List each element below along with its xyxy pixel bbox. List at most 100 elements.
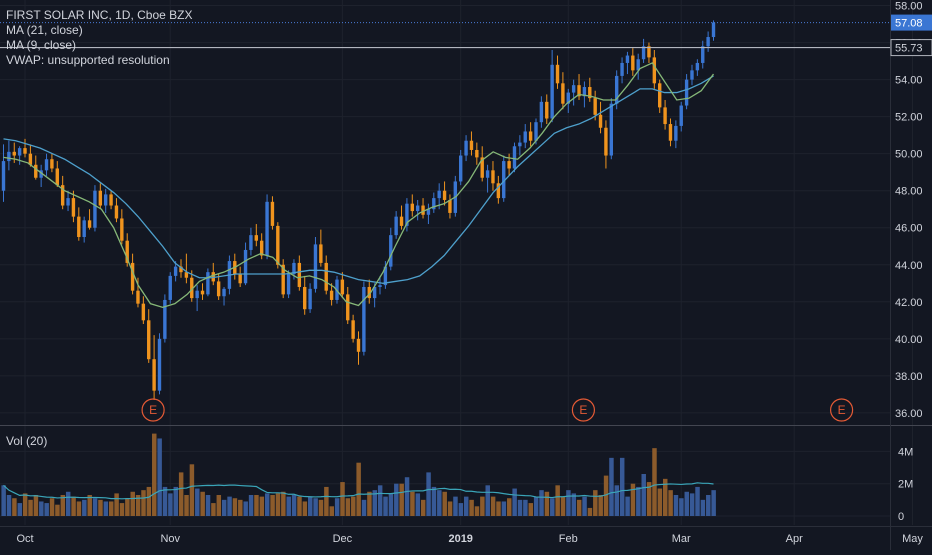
volume-bar[interactable] xyxy=(711,490,716,516)
candle[interactable] xyxy=(598,101,603,134)
candle[interactable] xyxy=(286,270,291,299)
candle[interactable] xyxy=(550,49,554,123)
volume-bar[interactable] xyxy=(469,499,474,516)
volume-bar[interactable] xyxy=(33,495,39,516)
volume-bar[interactable] xyxy=(517,499,523,516)
candle[interactable] xyxy=(340,272,345,299)
candle[interactable] xyxy=(136,277,140,308)
candle[interactable] xyxy=(679,101,683,132)
ma21-line[interactable] xyxy=(3,75,714,284)
volume-bar[interactable] xyxy=(76,501,82,516)
volume-bar[interactable] xyxy=(286,496,291,516)
candle[interactable] xyxy=(432,192,436,213)
candle[interactable] xyxy=(442,181,447,206)
volume-bar[interactable] xyxy=(539,490,544,516)
candle[interactable] xyxy=(195,285,199,312)
candle[interactable] xyxy=(475,142,479,165)
volume-bar[interactable] xyxy=(679,498,684,516)
volume-bar[interactable] xyxy=(334,498,340,516)
candle[interactable] xyxy=(313,236,318,293)
volume-bar[interactable] xyxy=(87,495,92,516)
volume-bar[interactable] xyxy=(184,495,189,516)
candle[interactable] xyxy=(103,188,108,213)
candle[interactable] xyxy=(405,198,409,232)
candle[interactable] xyxy=(604,120,608,169)
volume-bar[interactable] xyxy=(555,485,560,516)
candle[interactable] xyxy=(561,72,565,110)
volume-bar[interactable] xyxy=(474,506,480,516)
candle[interactable] xyxy=(147,309,151,363)
candle[interactable] xyxy=(303,275,307,315)
candle[interactable] xyxy=(582,81,587,108)
price-pane[interactable] xyxy=(1,20,716,400)
volume-bar[interactable] xyxy=(442,491,447,516)
candle[interactable] xyxy=(211,262,215,286)
volume-bar[interactable] xyxy=(39,501,44,516)
volume-bar[interactable] xyxy=(447,501,453,516)
volume-bar[interactable] xyxy=(254,495,259,516)
candle[interactable] xyxy=(39,164,43,188)
candle[interactable] xyxy=(93,185,97,232)
volume-bar[interactable] xyxy=(82,499,87,516)
volume-bar[interactable] xyxy=(394,483,399,516)
volume-bar[interactable] xyxy=(135,495,141,516)
volume-bar[interactable] xyxy=(211,503,216,516)
volume-bar[interactable] xyxy=(576,499,582,516)
marker-price-box[interactable] xyxy=(890,39,932,57)
volume-bar[interactable] xyxy=(652,448,657,516)
volume-bar[interactable] xyxy=(630,483,636,516)
volume-bar[interactable] xyxy=(324,486,329,516)
volume-bar[interactable] xyxy=(71,496,76,516)
volume-bar[interactable] xyxy=(152,433,157,516)
volume-bar[interactable] xyxy=(609,457,614,516)
candle[interactable] xyxy=(168,272,172,304)
candle[interactable] xyxy=(545,94,549,125)
candle[interactable] xyxy=(641,38,646,63)
candle[interactable] xyxy=(77,207,81,241)
volume-bar[interactable] xyxy=(507,498,512,516)
candle[interactable] xyxy=(243,242,248,286)
volume-bar[interactable] xyxy=(673,495,679,516)
candle[interactable] xyxy=(480,146,484,182)
candle[interactable] xyxy=(464,135,468,162)
study-vwap[interactable]: VWAP: unsupported resolution xyxy=(6,53,170,67)
volume-bar[interactable] xyxy=(22,493,28,516)
volume-bar[interactable] xyxy=(98,499,103,516)
volume-bar[interactable] xyxy=(571,493,577,516)
volume-bar[interactable] xyxy=(356,462,361,516)
candle[interactable] xyxy=(238,266,242,287)
volume-bar[interactable] xyxy=(410,491,415,516)
earnings-marker-icon[interactable] xyxy=(829,398,854,422)
candle[interactable] xyxy=(216,274,221,300)
volume-bar[interactable] xyxy=(550,498,555,516)
candle[interactable] xyxy=(367,279,371,304)
volume-bar[interactable] xyxy=(706,495,711,516)
candle[interactable] xyxy=(491,161,495,191)
candle[interactable] xyxy=(324,255,328,295)
volume-bar[interactable] xyxy=(582,496,587,516)
volume-ma-line[interactable] xyxy=(3,482,714,500)
candle[interactable] xyxy=(222,286,226,306)
chart-title[interactable]: FIRST SOLAR INC, 1D, Cboe BZX xyxy=(6,8,193,22)
volume-bar[interactable] xyxy=(313,498,318,516)
volume-bar[interactable] xyxy=(130,491,135,516)
candle[interactable] xyxy=(469,131,474,156)
volume-bar[interactable] xyxy=(528,503,534,516)
candle[interactable] xyxy=(66,190,70,212)
candle[interactable] xyxy=(141,296,146,325)
candle[interactable] xyxy=(1,144,6,202)
volume-bar[interactable] xyxy=(162,486,168,516)
candle[interactable] xyxy=(620,57,624,84)
candle[interactable] xyxy=(276,222,280,269)
candle[interactable] xyxy=(362,281,366,356)
volume-bar[interactable] xyxy=(657,488,663,516)
candle[interactable] xyxy=(518,135,522,156)
candle[interactable] xyxy=(351,314,355,343)
volume-bar[interactable] xyxy=(12,498,17,516)
candle[interactable] xyxy=(270,196,275,230)
volume-bar[interactable] xyxy=(200,491,205,516)
candle[interactable] xyxy=(566,88,570,113)
candle[interactable] xyxy=(555,55,560,89)
volume-bar[interactable] xyxy=(6,495,12,516)
candle[interactable] xyxy=(636,53,640,80)
